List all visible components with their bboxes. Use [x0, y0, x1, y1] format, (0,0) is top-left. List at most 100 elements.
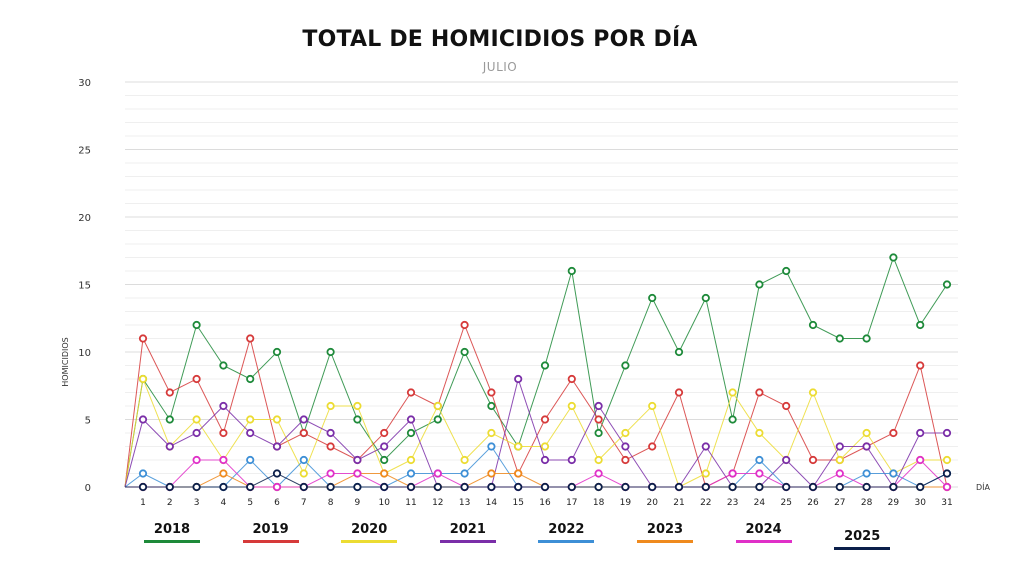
- data-point: [755, 455, 764, 465]
- data-point: [460, 455, 469, 465]
- data-point: [782, 482, 791, 492]
- data-point: [272, 482, 282, 492]
- legend-swatch: [242, 540, 299, 543]
- y-tick-label: 25: [78, 146, 91, 157]
- legend-item-2020: 2020: [341, 522, 398, 543]
- legend-label: 2024: [745, 522, 782, 537]
- data-point: [514, 469, 523, 478]
- data-point: [406, 415, 416, 424]
- series-group: [124, 253, 952, 492]
- data-point: [594, 401, 603, 411]
- series-2025: [125, 469, 952, 492]
- data-point: [755, 469, 764, 478]
- data-point: [674, 482, 684, 492]
- data-point: [192, 482, 201, 492]
- data-point: [219, 361, 228, 370]
- data-point: [487, 388, 496, 397]
- data-point: [433, 415, 442, 424]
- data-point: [219, 482, 228, 492]
- legend-item-2018: 2018: [144, 522, 200, 543]
- x-tick-label: 26: [807, 498, 819, 508]
- data-point: [755, 482, 764, 492]
- data-point: [648, 482, 657, 492]
- data-point: [835, 469, 844, 478]
- data-point: [567, 455, 576, 465]
- data-point: [299, 455, 308, 465]
- data-point: [487, 401, 496, 411]
- data-point: [380, 455, 389, 465]
- data-point: [326, 401, 335, 411]
- x-tick-label: 9: [355, 498, 361, 508]
- legend-item-2022: 2022: [538, 522, 595, 543]
- data-point: [165, 388, 174, 397]
- data-point: [916, 455, 925, 465]
- x-tick-label: 4: [221, 498, 227, 508]
- data-point: [755, 388, 764, 397]
- data-point: [862, 469, 871, 478]
- data-point: [621, 428, 630, 438]
- legend-item-2024: 2024: [735, 522, 792, 543]
- legend-swatch: [538, 540, 595, 543]
- data-point: [406, 469, 416, 478]
- legend-label: 2019: [252, 522, 289, 537]
- data-point: [246, 334, 255, 343]
- data-point: [138, 374, 148, 384]
- data-point: [648, 442, 657, 451]
- data-point: [889, 469, 898, 478]
- data-point: [594, 482, 603, 492]
- data-point: [782, 455, 791, 465]
- data-point: [862, 334, 871, 343]
- data-point: [406, 482, 416, 492]
- y-tick-label: 5: [85, 416, 91, 427]
- data-point: [299, 482, 308, 492]
- data-point: [594, 415, 603, 424]
- y-axis-label: HOMICIDIOS: [61, 337, 70, 386]
- series-line-2021: [124, 377, 947, 488]
- data-point: [138, 482, 148, 492]
- data-point: [246, 455, 255, 465]
- x-tick-label: 7: [301, 498, 307, 508]
- data-point: [942, 428, 952, 438]
- y-tick-label: 10: [78, 348, 91, 359]
- data-point: [219, 469, 228, 478]
- data-point: [540, 442, 550, 451]
- data-point: [862, 428, 871, 438]
- data-point: [272, 347, 282, 357]
- data-point: [406, 455, 416, 465]
- data-point: [219, 455, 228, 465]
- data-point: [701, 469, 710, 478]
- data-point: [942, 455, 952, 465]
- data-point: [701, 482, 710, 492]
- data-point: [246, 428, 255, 438]
- data-point: [728, 415, 737, 424]
- data-point: [889, 482, 898, 492]
- data-point: [701, 442, 710, 451]
- chart-title: TOTAL DE HOMICIDIOS POR DÍA: [302, 27, 698, 52]
- data-point: [540, 455, 550, 465]
- data-point: [246, 482, 255, 492]
- x-tick-label: 3: [194, 498, 200, 508]
- x-tick-label: 17: [566, 498, 577, 508]
- data-point: [460, 469, 469, 478]
- y-tick-label: 20: [78, 213, 91, 224]
- x-tick-label: 25: [780, 498, 791, 508]
- data-point: [540, 482, 550, 492]
- legend-label: 2023: [646, 522, 684, 537]
- x-tick-label: 12: [432, 498, 443, 508]
- data-point: [380, 469, 389, 478]
- x-tick-label: 29: [888, 498, 900, 508]
- legend: 2018 2019 2020 2021 2022 2023 2024 2025: [0, 522, 1024, 562]
- data-point: [835, 455, 844, 465]
- x-tick-label: 2: [167, 498, 173, 508]
- x-axis-label: DÍA: [976, 481, 991, 492]
- data-point: [406, 388, 416, 397]
- data-point: [138, 334, 148, 343]
- data-point: [353, 455, 362, 465]
- data-point: [326, 469, 335, 478]
- data-point: [540, 361, 550, 370]
- data-point: [808, 455, 818, 465]
- data-point: [406, 428, 416, 438]
- data-point: [567, 266, 576, 276]
- data-point: [380, 442, 389, 451]
